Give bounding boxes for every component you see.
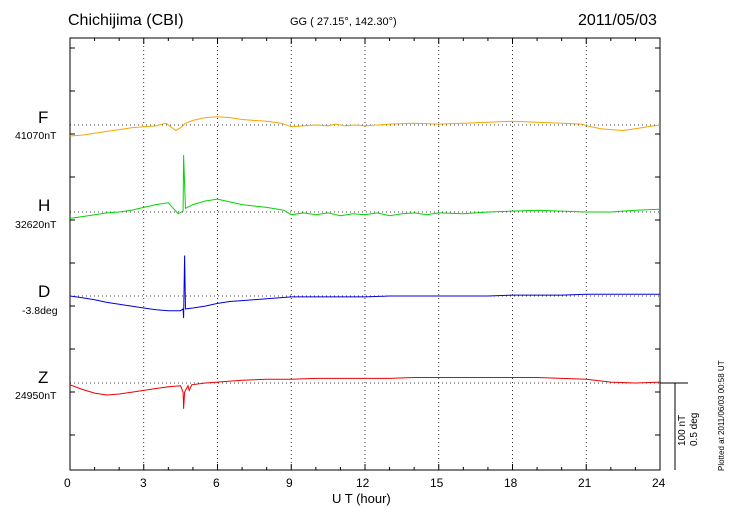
component-label-h: H [38,196,51,215]
x-tick-label: 3 [140,476,147,490]
component-label-z: Z [38,368,49,387]
x-tick-label: 15 [430,476,444,490]
x-tick-label: 0 [64,476,71,490]
station-coordinates: GG ( 27.15°, 142.30°) [290,16,397,28]
scale-bar-label-nt: 100 nT [677,414,688,446]
x-tick-label: 6 [213,476,220,490]
series-line-h [69,154,661,219]
x-tick-label: 12 [356,476,370,490]
baseline-label-h: 32620nT [15,219,57,231]
x-tick-label: 24 [652,476,666,490]
baseline-label-d: -3.8deg [22,305,58,317]
x-axis-label: U T (hour) [332,491,391,506]
x-tick-label: 9 [286,476,293,490]
station-title: Chichijima (CBI) [68,12,184,29]
series-line-f [69,116,661,137]
baseline-label-f: 41070nT [15,130,57,142]
series-line-d [69,255,660,319]
x-tick-label: 18 [504,476,518,490]
component-label-f: F [38,108,49,127]
plotted-timestamp: Plotted at 2011/06/03 00:58 UT [717,360,726,471]
x-tick-label: 21 [578,476,592,490]
series-line-z [69,377,661,409]
scale-bar-label-deg: 0.5 deg [689,412,700,446]
observation-date: 2011/05/03 [578,12,657,29]
component-label-d: D [38,282,51,301]
baseline-label-z: 24950nT [15,390,57,402]
